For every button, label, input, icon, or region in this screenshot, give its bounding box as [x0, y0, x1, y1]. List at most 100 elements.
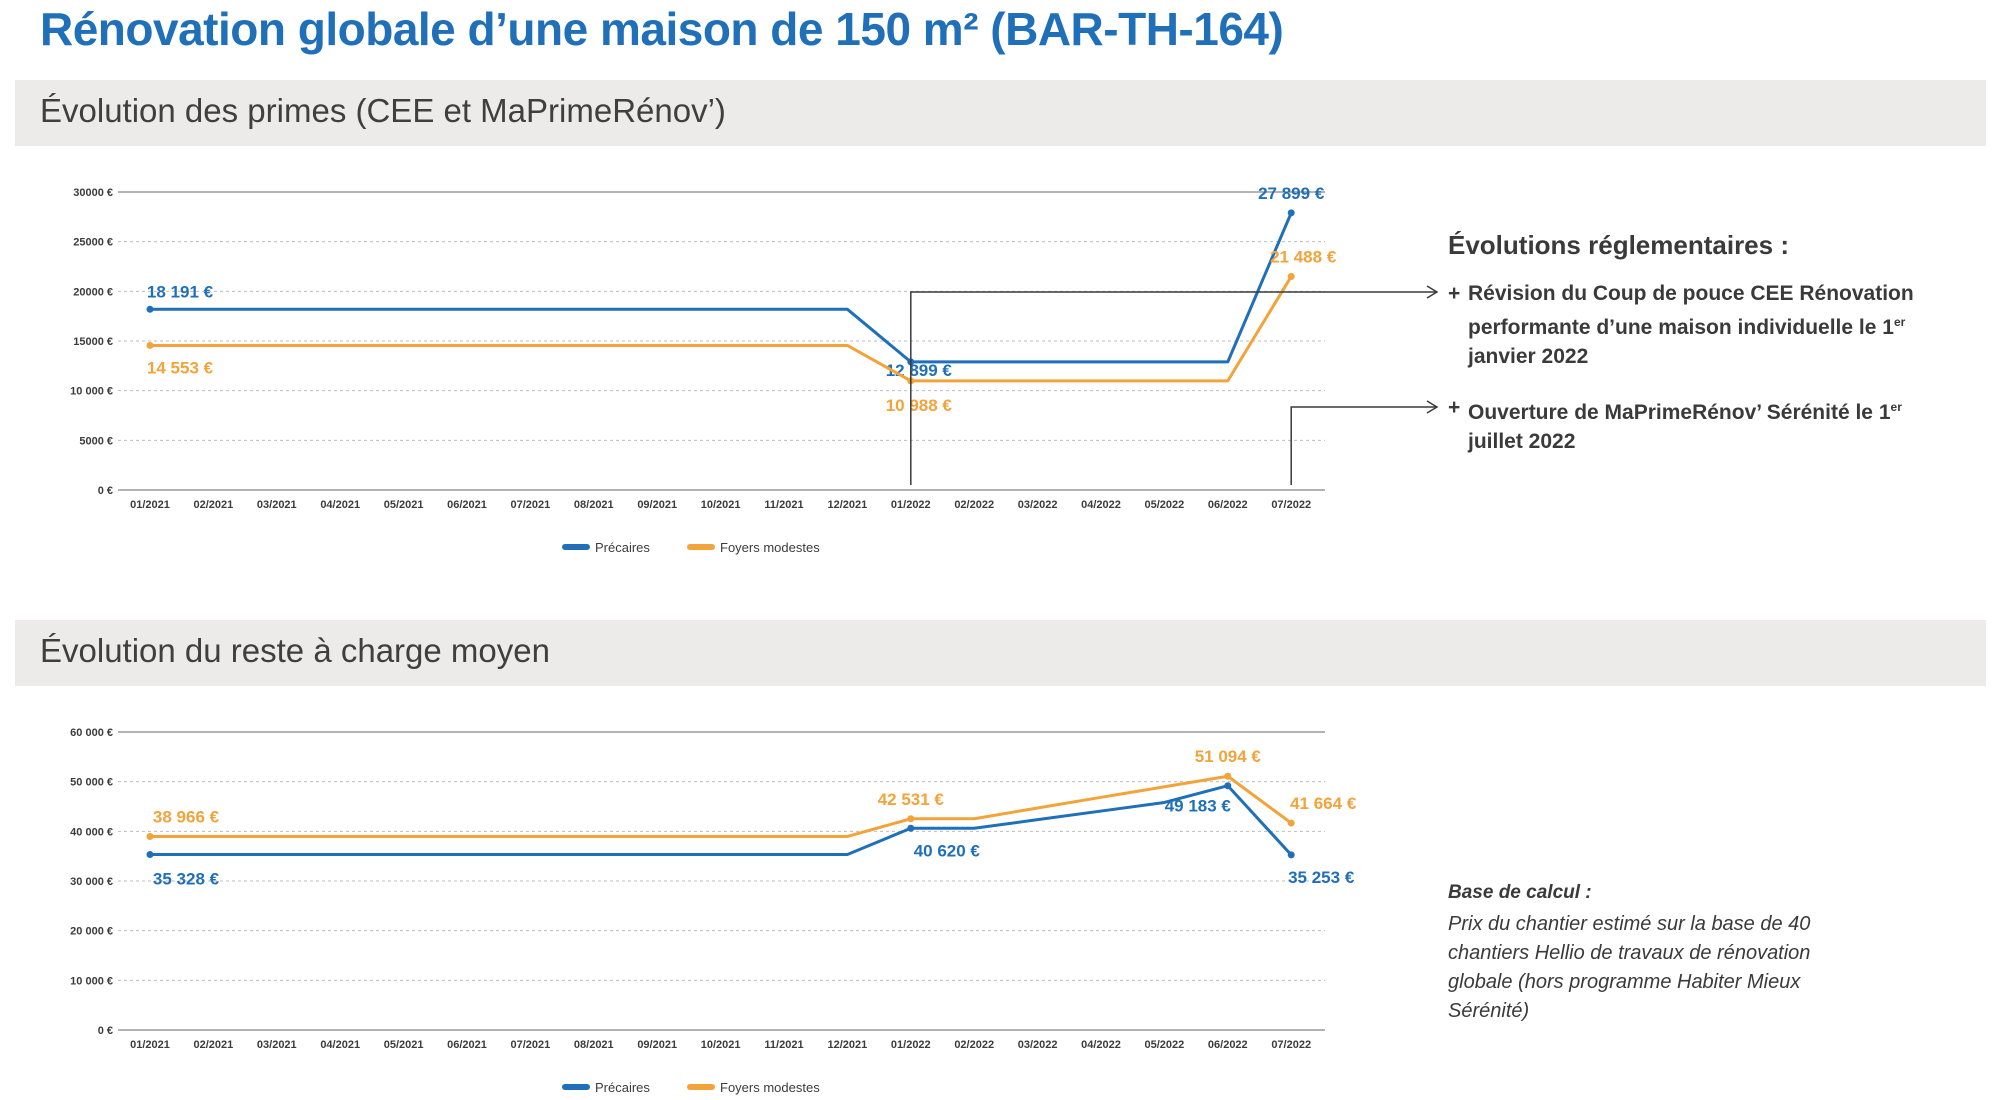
data-point [1287, 819, 1295, 827]
data-label: 21 488 € [1270, 248, 1337, 267]
x-tick-label: 02/2022 [954, 1039, 994, 1051]
y-tick-label: 10 000 € [70, 975, 113, 987]
series-line-precaires [150, 784, 1293, 857]
x-tick-label: 04/2022 [1081, 499, 1121, 511]
x-tick-label: 09/2021 [637, 1039, 677, 1051]
x-tick-label: 04/2021 [320, 1039, 360, 1051]
x-tick-label: 06/2022 [1208, 1039, 1248, 1051]
x-tick-label: 07/2022 [1271, 1039, 1311, 1051]
x-tick-label: 06/2021 [447, 1039, 487, 1051]
x-tick-label: 03/2022 [1018, 1039, 1058, 1051]
x-tick-label: 05/2022 [1145, 499, 1185, 511]
x-tick-label: 02/2021 [194, 499, 234, 511]
note-1-bullet: + [1448, 282, 1461, 305]
x-tick-label: 10/2021 [701, 1039, 741, 1051]
y-tick-label: 25000 € [73, 237, 113, 249]
annotation-line-juillet [1290, 406, 1437, 485]
section-title-primes: Évolution des primes (CEE et MaPrimeRéno… [40, 92, 726, 129]
data-label: 40 620 € [914, 841, 981, 860]
x-tick-label: 04/2021 [320, 499, 360, 511]
data-label: 51 094 € [1195, 747, 1262, 766]
data-point [146, 851, 154, 859]
x-tick-label: 03/2021 [257, 1039, 297, 1051]
data-label: 42 531 € [878, 790, 945, 809]
data-label: 38 966 € [153, 807, 220, 826]
x-tick-label: 12/2021 [828, 1039, 868, 1051]
y-tick-label: 20 000 € [70, 926, 113, 938]
legend-label: Précaires [595, 1080, 650, 1095]
y-tick-label: 30 000 € [70, 876, 113, 888]
y-tick-label: 20000 € [73, 286, 113, 298]
x-tick-label: 04/2022 [1081, 1039, 1121, 1051]
annotation-line-janvier [910, 291, 1437, 485]
y-tick-label: 5000 € [79, 435, 113, 447]
x-tick-label: 05/2021 [384, 1039, 424, 1051]
y-tick-label: 40 000 € [70, 826, 113, 838]
data-label: 18 191 € [147, 282, 214, 301]
x-tick-label: 03/2022 [1018, 499, 1058, 511]
x-tick-label: 05/2022 [1145, 1039, 1185, 1051]
section-header-reste: Évolution du reste à charge moyen [15, 620, 1986, 686]
y-tick-label: 30000 € [73, 187, 113, 199]
data-label: 41 664 € [1290, 794, 1357, 813]
data-point [907, 824, 915, 832]
arrow-head-icon [1426, 285, 1439, 299]
data-label: 35 253 € [1288, 868, 1355, 887]
x-tick-label: 01/2022 [891, 1039, 931, 1051]
x-tick-label: 01/2021 [130, 499, 170, 511]
x-tick-label: 07/2021 [511, 1039, 551, 1051]
data-label: 12 899 € [886, 361, 953, 380]
x-tick-label: 01/2021 [130, 1039, 170, 1051]
x-tick-label: 11/2021 [764, 499, 803, 511]
x-tick-label: 02/2021 [194, 1039, 234, 1051]
x-tick-label: 01/2022 [891, 499, 931, 511]
data-point [1287, 209, 1295, 217]
x-tick-label: 12/2021 [828, 499, 868, 511]
note-2-text: Ouverture de MaPrimeRénov’ Sérénité le 1… [1468, 400, 1902, 453]
base-calcul-text: Prix du chantier estimé sur la base de 4… [1448, 913, 1811, 1022]
x-tick-label: 09/2021 [637, 499, 677, 511]
x-tick-label: 05/2021 [384, 499, 424, 511]
x-tick-label: 02/2022 [954, 499, 994, 511]
x-tick-label: 03/2021 [257, 499, 297, 511]
series-line-precaires [150, 212, 1293, 364]
primes-chart: 0 € 5000 € 10 000 € 15000 € 20000 € 25000 € 30… [70, 184, 1439, 555]
x-tick-label: 10/2021 [701, 499, 741, 511]
y-tick-label: 0 € [98, 485, 113, 497]
data-label: 27 899 € [1258, 184, 1325, 203]
data-label: 35 328 € [153, 870, 220, 889]
regulation-note-1: + Révision du Coup de pouce CEE Rénovati… [1448, 279, 1928, 371]
arrow-head-icon [1426, 400, 1439, 414]
data-label: 14 553 € [147, 358, 214, 377]
y-tick-label: 60 000 € [70, 727, 113, 739]
base-calcul-title: Base de calcul : [1448, 882, 1592, 903]
data-label: 10 988 € [886, 396, 953, 415]
data-point [146, 305, 154, 313]
x-tick-label: 07/2021 [511, 499, 551, 511]
data-point [907, 815, 915, 823]
series-line-modestes [150, 774, 1293, 838]
y-tick-label: 10 000 € [70, 386, 113, 398]
note-1-text: Révision du Coup de pouce CEE Rénovation… [1468, 282, 1914, 368]
y-tick-label: 15000 € [73, 336, 113, 348]
y-tick-label: 0 € [98, 1025, 113, 1037]
evolutions-title: Évolutions réglementaires : [1448, 230, 1789, 260]
legend-label: Foyers modestes [720, 540, 820, 555]
legend-label: Précaires [595, 540, 650, 555]
series-line-modestes [150, 275, 1293, 383]
data-point [146, 832, 154, 840]
note-2-bullet: + [1448, 396, 1461, 419]
data-point [1287, 851, 1295, 859]
x-tick-label: 08/2021 [574, 1039, 614, 1051]
section-header-primes: Évolution des primes (CEE et MaPrimeRéno… [15, 80, 1986, 146]
data-point [146, 341, 154, 349]
legend-label: Foyers modestes [720, 1080, 820, 1095]
y-tick-label: 50 000 € [70, 777, 113, 789]
data-point [1287, 273, 1295, 281]
x-tick-label: 11/2021 [764, 1039, 803, 1051]
section-title-reste: Évolution du reste à charge moyen [40, 632, 550, 669]
page-title: Rénovation globale d’une maison de 150 m… [40, 3, 1284, 55]
x-tick-label: 06/2022 [1208, 499, 1248, 511]
data-point [1224, 782, 1232, 790]
regulation-note-2: + Ouverture de MaPrimeRénov’ Sérénité le… [1448, 393, 1928, 456]
